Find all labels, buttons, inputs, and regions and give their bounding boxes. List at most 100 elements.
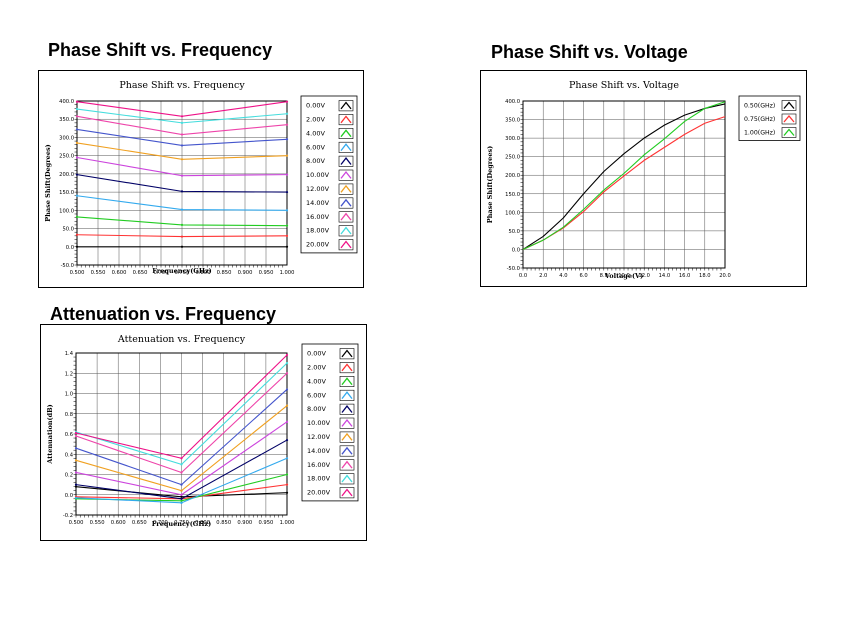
legend-marker-icon bbox=[783, 128, 795, 136]
data-point bbox=[285, 388, 289, 391]
y-tick-label: 350.0 bbox=[59, 117, 74, 123]
legend-swatch bbox=[781, 100, 797, 111]
y-tick-label: 200.0 bbox=[59, 172, 74, 178]
data-point bbox=[75, 245, 79, 248]
legend-label: 18.00V bbox=[307, 475, 331, 483]
data-point bbox=[285, 112, 289, 115]
x-tick-label: 0.0 bbox=[519, 273, 527, 279]
y-tick-label: 250.0 bbox=[505, 155, 520, 161]
legend-marker-icon bbox=[340, 157, 352, 165]
legend-swatch bbox=[339, 473, 355, 485]
legend-swatch bbox=[339, 445, 355, 457]
legend-label: 0.50(GHz) bbox=[744, 102, 775, 109]
x-tick-label: 0.500 bbox=[70, 270, 85, 276]
y-axis-label: Phase Shift(Degrees) bbox=[486, 146, 494, 223]
legend-swatch bbox=[339, 487, 355, 499]
x-tick-label: 12.0 bbox=[638, 273, 650, 279]
data-point bbox=[75, 128, 79, 131]
y-axis-label: Phase Shift(Degrees) bbox=[44, 144, 52, 221]
data-point bbox=[180, 245, 184, 248]
chart-title: Phase Shift vs. Frequency bbox=[119, 80, 245, 91]
legend-label: 20.00V bbox=[307, 489, 331, 497]
x-tick-label: 0.550 bbox=[90, 520, 105, 526]
y-tick-label: 0.0 bbox=[65, 493, 73, 499]
data-point bbox=[285, 483, 289, 486]
legend-swatch bbox=[781, 127, 797, 138]
legend-label: 18.00V bbox=[306, 227, 330, 235]
y-tick-label: 400.0 bbox=[505, 99, 520, 105]
x-tick-label: 0.700 bbox=[153, 520, 168, 526]
legend-label: 0.75(GHz) bbox=[744, 116, 775, 123]
y-tick-label: 0.4 bbox=[65, 452, 74, 458]
data-point bbox=[75, 107, 79, 111]
y-tick-label: 0.0 bbox=[66, 245, 74, 251]
data-point bbox=[74, 434, 78, 438]
legend-label: 2.00V bbox=[306, 116, 325, 124]
data-point bbox=[285, 491, 289, 494]
legend-marker-icon bbox=[783, 101, 795, 109]
y-tick-label: 0.6 bbox=[65, 432, 73, 438]
x-tick-label: 4.0 bbox=[559, 273, 567, 279]
legend-marker-icon bbox=[340, 184, 352, 193]
data-point bbox=[180, 483, 183, 486]
legend-swatch bbox=[339, 417, 355, 429]
x-tick-label: 0.750 bbox=[175, 270, 190, 276]
legend-marker-icon bbox=[340, 129, 352, 138]
legend-swatch bbox=[338, 197, 354, 209]
x-tick-label: 0.850 bbox=[217, 270, 232, 276]
legend-label: 16.00V bbox=[307, 461, 331, 469]
x-tick-label: 0.650 bbox=[132, 520, 147, 526]
data-point bbox=[180, 190, 184, 193]
x-tick-label: 6.0 bbox=[579, 273, 587, 279]
data-point bbox=[285, 209, 289, 212]
phase-vs-frequency-chart: Phase Shift vs. Frequency 0.500 0.550 0.600… bbox=[44, 80, 358, 276]
data-point bbox=[180, 489, 183, 492]
legend-marker-icon bbox=[341, 460, 353, 469]
legend-swatch bbox=[338, 225, 354, 237]
y-tick-label: 300.0 bbox=[59, 135, 74, 141]
data-point bbox=[75, 115, 79, 118]
legend-marker-icon bbox=[340, 240, 352, 249]
y-tick-label: 0.8 bbox=[65, 412, 73, 418]
y-tick-label: -50.0 bbox=[61, 263, 74, 269]
legend-label: 12.00V bbox=[307, 433, 331, 441]
phase-vs-voltage-panel: Phase Shift vs. Voltage 0.0 2.0 4.0 6.0 8.0 10… bbox=[480, 70, 807, 287]
y-tick-label: 150.0 bbox=[505, 192, 520, 198]
y-tick-label: 350.0 bbox=[505, 118, 520, 124]
data-point bbox=[180, 497, 183, 500]
y-tick-label: 400.0 bbox=[59, 99, 74, 105]
legend-marker-icon bbox=[340, 212, 352, 221]
legend-swatch bbox=[339, 375, 355, 387]
data-point bbox=[74, 485, 78, 488]
data-point bbox=[180, 144, 184, 147]
legend-swatch bbox=[339, 362, 355, 374]
legend-label: 8.00V bbox=[307, 405, 326, 413]
data-point bbox=[285, 438, 289, 442]
legend-marker-icon bbox=[340, 115, 352, 124]
legend-swatch bbox=[338, 239, 354, 251]
legend-swatch bbox=[339, 459, 355, 471]
y-tick-label: 100.0 bbox=[505, 210, 520, 216]
legend-label: 10.00V bbox=[307, 419, 331, 427]
data-point bbox=[74, 471, 78, 474]
section-title-phase-freq: Phase Shift vs. Frequency bbox=[48, 40, 273, 60]
data-point bbox=[75, 173, 79, 176]
legend-swatch bbox=[338, 141, 354, 153]
data-point bbox=[74, 447, 78, 450]
legend-marker-icon bbox=[341, 349, 353, 358]
x-axis-label: Voltage(V) bbox=[604, 272, 643, 280]
x-tick-label: 14.0 bbox=[659, 273, 671, 279]
data-point bbox=[180, 501, 183, 504]
legend-marker-icon bbox=[341, 377, 353, 386]
data-point bbox=[75, 156, 79, 159]
legend-marker-icon bbox=[783, 114, 795, 123]
legend-swatch bbox=[781, 113, 797, 125]
data-point bbox=[180, 133, 184, 136]
legend-swatch bbox=[338, 183, 354, 195]
legend-label: 14.00V bbox=[306, 199, 330, 207]
data-point bbox=[75, 141, 79, 145]
attenuation-vs-frequency-panel: Attenuation vs. Frequency 0.500 0.550 0.600… bbox=[40, 324, 367, 541]
series-line-1-00-ghz bbox=[522, 101, 726, 250]
data-point bbox=[180, 471, 183, 474]
y-tick-label: 100.0 bbox=[59, 208, 74, 214]
